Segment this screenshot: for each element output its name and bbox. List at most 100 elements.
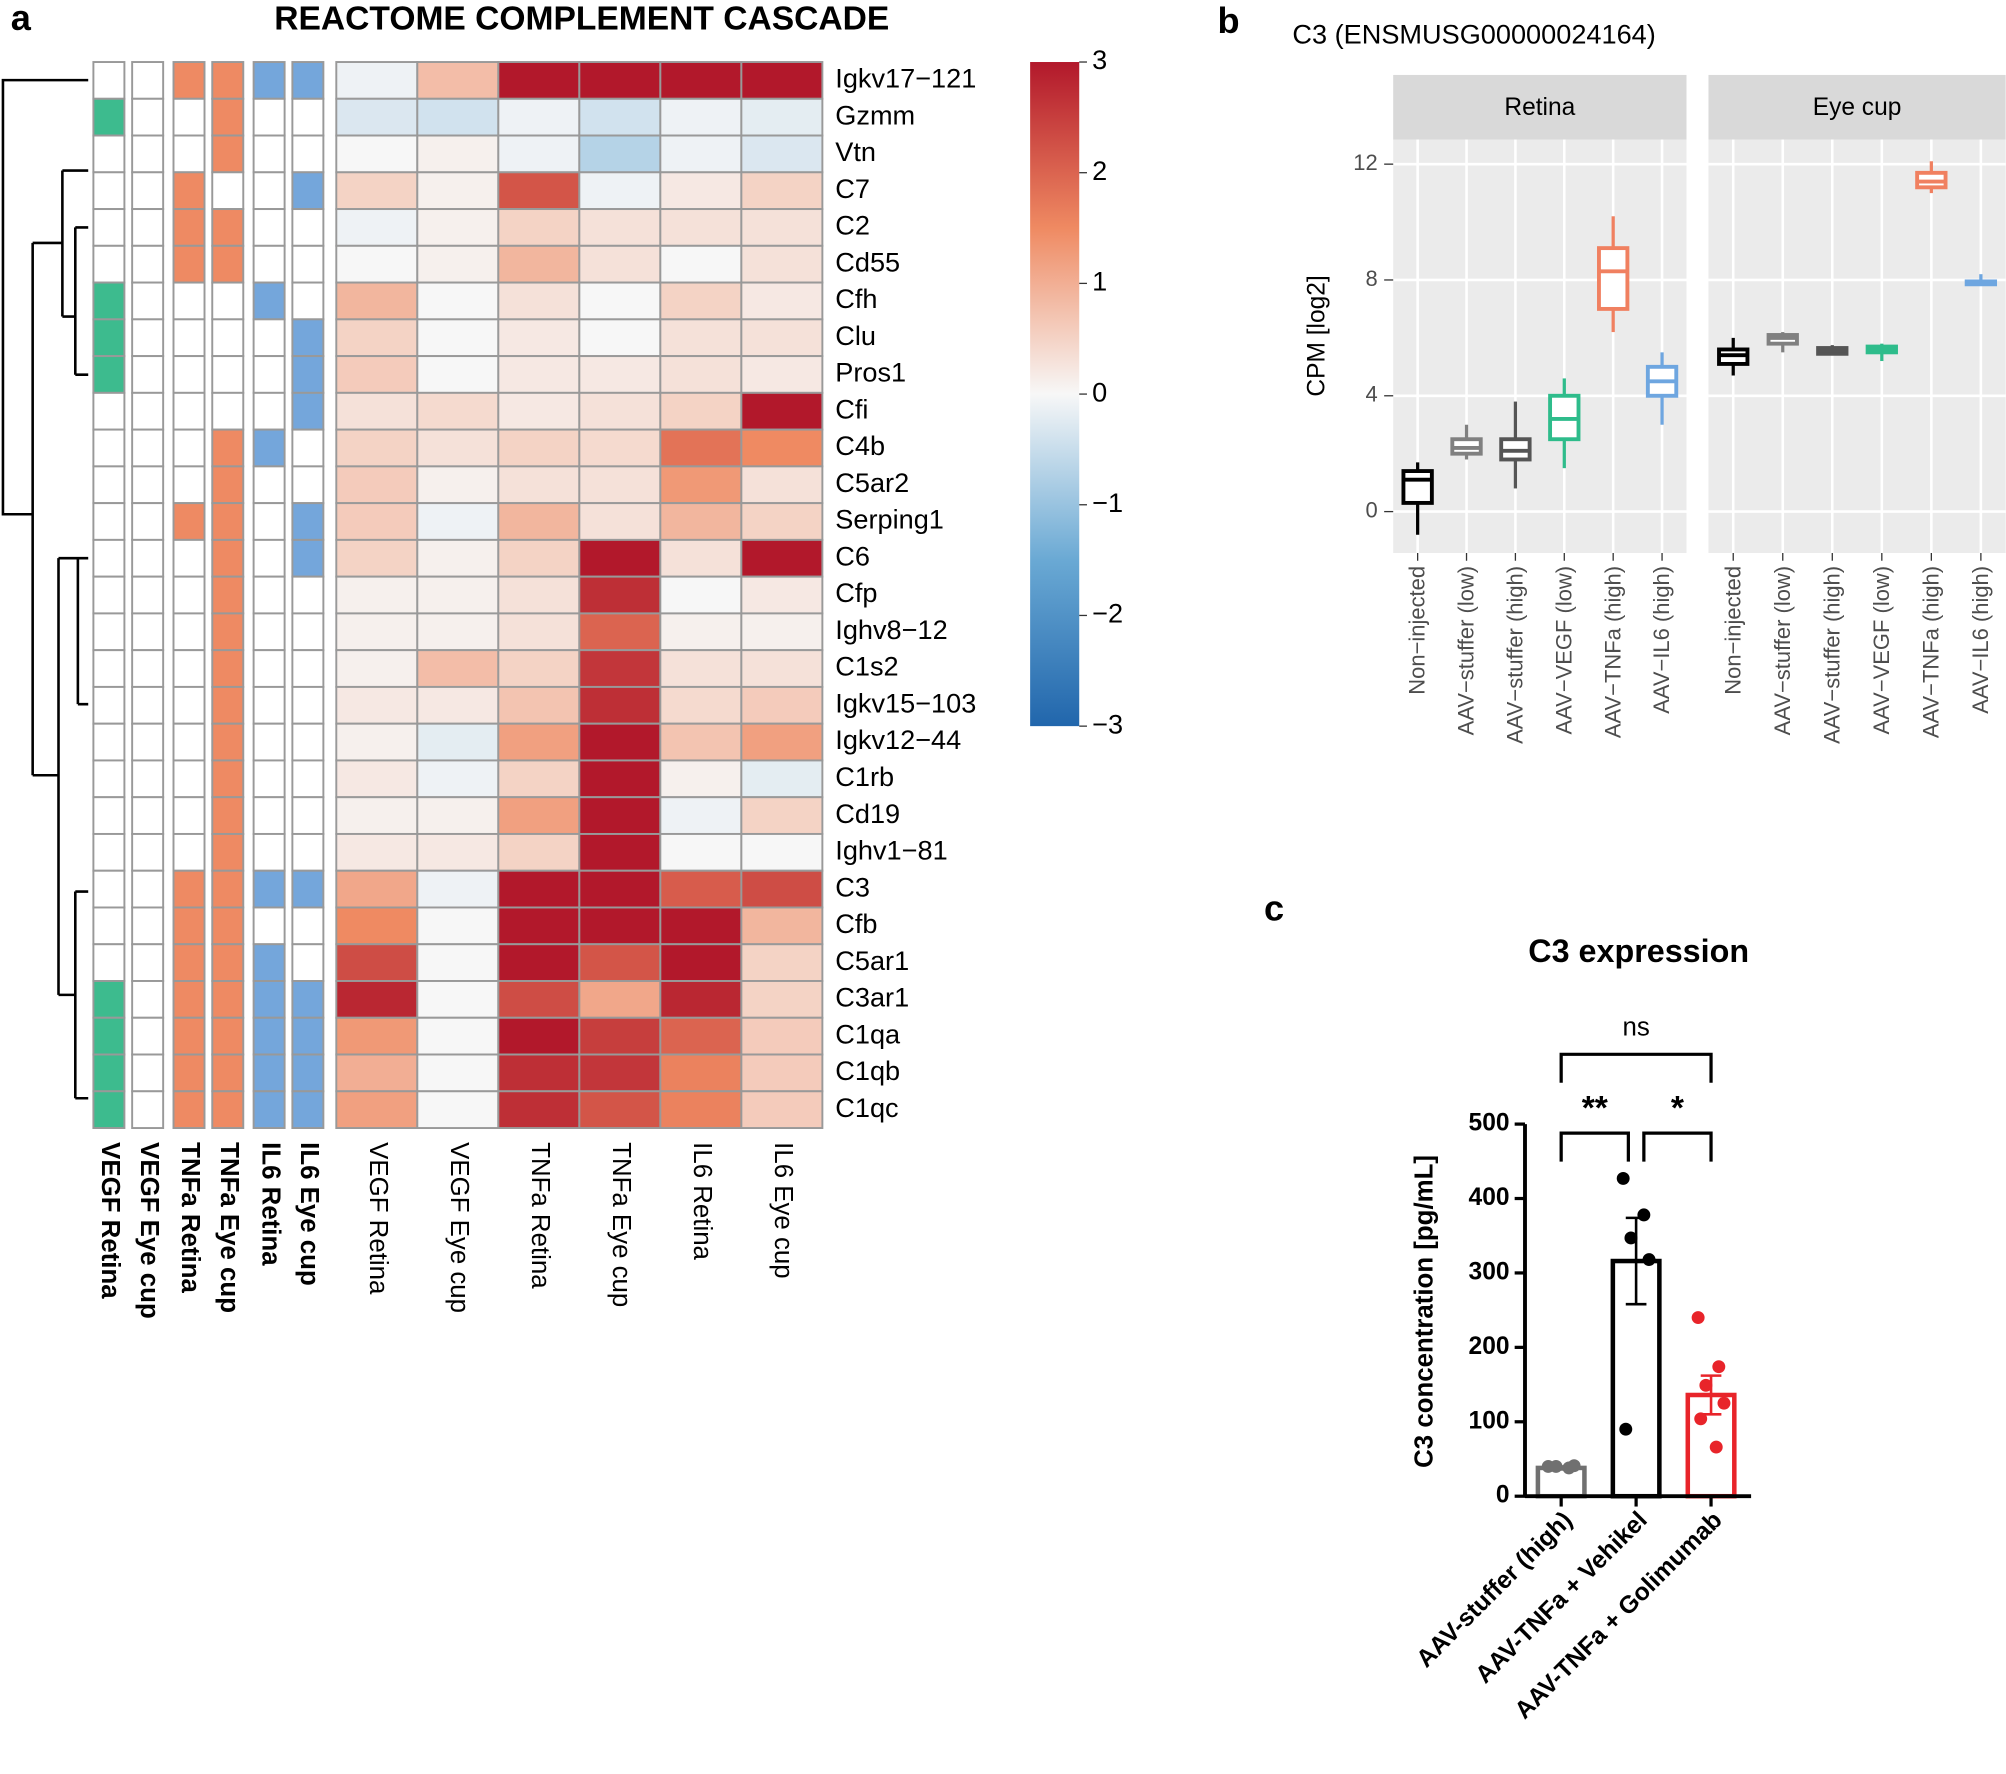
chart-title: C3 expression <box>1528 933 1749 969</box>
annotation-cell <box>211 208 245 247</box>
annotation-cell <box>291 391 325 431</box>
annotation-cell <box>252 171 286 211</box>
annotation-cell <box>211 502 245 541</box>
x-tick-label: AAV−VEGF (low) <box>1869 566 1894 735</box>
annotation-cell <box>131 428 165 468</box>
data-point <box>1616 1171 1630 1185</box>
heatmap-cell <box>416 355 500 394</box>
heatmap-cell <box>740 428 824 468</box>
annotation-cell <box>131 575 165 615</box>
heatmap-cell <box>740 832 824 872</box>
annotation-cell <box>172 980 206 1019</box>
y-axis-label: CPM [log2] <box>1304 275 1331 396</box>
row-label: C6 <box>835 540 870 571</box>
annotation-cell <box>211 869 245 909</box>
annotation-cell <box>211 796 245 835</box>
data-point <box>1712 1360 1726 1374</box>
annotation-cell <box>92 97 126 137</box>
annotation-cell <box>211 943 245 982</box>
annotation-cell <box>291 722 325 762</box>
row-label: Igkv17−121 <box>835 63 976 94</box>
annotation-cell <box>172 1016 206 1056</box>
heatmap-cell <box>740 244 824 284</box>
y-tick-label: 8 <box>1365 266 1377 291</box>
annotation-cell <box>211 465 245 505</box>
bar <box>1535 1465 1587 1499</box>
annotation-cell <box>291 538 325 578</box>
annotation-cell <box>291 61 325 100</box>
annotation-cell <box>211 612 245 652</box>
heatmap-cell <box>578 134 662 174</box>
row-label: C5ar2 <box>835 467 909 498</box>
heatmap-cell <box>659 134 743 174</box>
y-tick-label: 200 <box>1469 1333 1510 1360</box>
heatmap-cell <box>497 97 581 137</box>
heatmap-cell <box>578 502 662 541</box>
row-label: C1qa <box>835 1018 901 1049</box>
heatmap-cell <box>740 318 824 358</box>
annotation-cell <box>291 980 325 1019</box>
annotation-cell <box>211 281 245 321</box>
annotation-cell <box>92 796 126 835</box>
x-tick-label: AAV−TNFa (high) <box>1600 566 1625 738</box>
annotation-cell <box>131 134 165 174</box>
annotation-cell <box>131 1016 165 1056</box>
heatmap-cell <box>578 355 662 394</box>
annotation-cell <box>92 685 126 725</box>
annotation-cell <box>92 869 126 909</box>
heatmap-cell <box>497 134 581 174</box>
heatmap-cell <box>659 171 743 211</box>
significance-label: ns <box>1622 1013 1649 1041</box>
annotation-cell <box>172 281 206 321</box>
heatmap-cell <box>578 538 662 578</box>
row-label: Clu <box>835 320 876 351</box>
y-tick-label: 0 <box>1365 497 1377 522</box>
heatmap-cell <box>578 980 662 1019</box>
annotation-cell <box>252 97 286 137</box>
annotation-cell <box>92 980 126 1019</box>
annotation-cell <box>172 943 206 982</box>
annotation-cell <box>92 906 126 946</box>
annotation-cell <box>291 1053 325 1093</box>
heatmap-cell <box>497 649 581 688</box>
y-tick-label: 300 <box>1469 1258 1510 1285</box>
heatmap-cell <box>497 244 581 284</box>
annotation-cell <box>131 61 165 100</box>
heatmap-cell <box>659 1016 743 1056</box>
heatmap-cell <box>740 796 824 835</box>
heatmap-cell <box>578 759 662 799</box>
heatmap-cell <box>659 943 743 982</box>
annotation-cell <box>172 391 206 431</box>
row-label: C3ar1 <box>835 982 909 1013</box>
y-tick-label: 0 <box>1496 1482 1510 1509</box>
annotation-cell <box>131 355 165 394</box>
heatmap-cell <box>497 1053 581 1093</box>
heatmap-cell <box>659 502 743 541</box>
strip-label: Eye cup <box>1813 94 1902 121</box>
colorbar-tick-label: 0 <box>1092 376 1107 407</box>
heatmap-cell <box>578 612 662 652</box>
annotation-cell <box>92 759 126 799</box>
heatmap-cell <box>497 281 581 321</box>
annotation-cell <box>291 906 325 946</box>
heatmap-cell <box>335 649 419 688</box>
annotation-cell <box>92 244 126 284</box>
heatmap-cell <box>416 97 500 137</box>
heatmap-cell <box>659 97 743 137</box>
heatmap-cell <box>416 428 500 468</box>
row-label: Ighv8−12 <box>835 614 947 645</box>
annotation-cell <box>131 465 165 505</box>
annotation-cell <box>131 722 165 762</box>
annotation-cell <box>92 612 126 652</box>
heatmap-cell <box>497 465 581 505</box>
heatmap-cell <box>416 465 500 505</box>
annotation-cell <box>131 832 165 872</box>
column-label: TNFa Retina <box>526 1142 554 1289</box>
significance-bracket <box>1559 1052 1713 1083</box>
heatmap-cell <box>335 906 419 946</box>
heatmap-cell <box>335 428 419 468</box>
annotation-cell <box>252 906 286 946</box>
colorbar-tick-label: −3 <box>1092 708 1123 739</box>
colorbar-tick-label: −2 <box>1092 598 1123 629</box>
annotation-cell <box>252 722 286 762</box>
